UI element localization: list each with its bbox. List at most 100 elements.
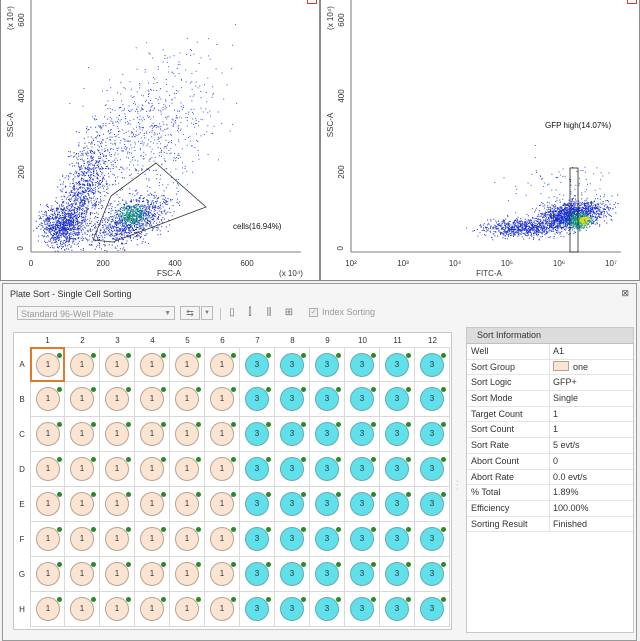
well-F11[interactable]: 3 (380, 522, 415, 557)
well-A8[interactable]: 3 (275, 347, 310, 382)
well-A5[interactable]: 1 (170, 347, 205, 382)
well-E6[interactable]: 1 (205, 487, 240, 522)
well-B5[interactable]: 1 (170, 382, 205, 417)
well-F12[interactable]: 3 (415, 522, 450, 557)
well-H10[interactable]: 3 (345, 592, 380, 627)
fitc-ssc-plot[interactable]: GFP high(14.07%) 10² 10³ 10⁴ 10⁵ 10⁶ 10⁷… (320, 0, 640, 281)
well-G7[interactable]: 3 (240, 557, 275, 592)
well-H9[interactable]: 3 (310, 592, 345, 627)
well-D9[interactable]: 3 (310, 452, 345, 487)
well-D5[interactable]: 1 (170, 452, 205, 487)
well-E12[interactable]: 3 (415, 487, 450, 522)
sort-order-button[interactable]: ⇆ (180, 306, 200, 320)
well-B12[interactable]: 3 (415, 382, 450, 417)
well-D6[interactable]: 1 (205, 452, 240, 487)
well-H8[interactable]: 3 (275, 592, 310, 627)
well-D4[interactable]: 1 (135, 452, 170, 487)
well-D10[interactable]: 3 (345, 452, 380, 487)
well-B11[interactable]: 3 (380, 382, 415, 417)
well-E7[interactable]: 3 (240, 487, 275, 522)
well-C9[interactable]: 3 (310, 417, 345, 452)
well-A1[interactable]: 1 (30, 347, 65, 382)
well-G5[interactable]: 1 (170, 557, 205, 592)
well-A10[interactable]: 3 (345, 347, 380, 382)
well-C7[interactable]: 3 (240, 417, 275, 452)
fsc-ssc-plot[interactable]: cells(16.94%) 0 200 400 600 FSC-A (x 10⁴… (0, 0, 320, 281)
well-C4[interactable]: 1 (135, 417, 170, 452)
well-D11[interactable]: 3 (380, 452, 415, 487)
well-G10[interactable]: 3 (345, 557, 380, 592)
well-A9[interactable]: 3 (310, 347, 345, 382)
well-D1[interactable]: 1 (30, 452, 65, 487)
well-G4[interactable]: 1 (135, 557, 170, 592)
well-A12[interactable]: 3 (415, 347, 450, 382)
well-B4[interactable]: 1 (135, 382, 170, 417)
well-F4[interactable]: 1 (135, 522, 170, 557)
well-G1[interactable]: 1 (30, 557, 65, 592)
well-E8[interactable]: 3 (275, 487, 310, 522)
well-G12[interactable]: 3 (415, 557, 450, 592)
well-H6[interactable]: 1 (205, 592, 240, 627)
well-B1[interactable]: 1 (30, 382, 65, 417)
well-B2[interactable]: 1 (65, 382, 100, 417)
well-C10[interactable]: 3 (345, 417, 380, 452)
well-G2[interactable]: 1 (65, 557, 100, 592)
well-B9[interactable]: 3 (310, 382, 345, 417)
well-F6[interactable]: 1 (205, 522, 240, 557)
well-F8[interactable]: 3 (275, 522, 310, 557)
well-A2[interactable]: 1 (65, 347, 100, 382)
well-G8[interactable]: 3 (275, 557, 310, 592)
plot-close-icon[interactable] (307, 0, 317, 4)
well-H12[interactable]: 3 (415, 592, 450, 627)
well-C3[interactable]: 1 (100, 417, 135, 452)
well-H7[interactable]: 3 (240, 592, 275, 627)
well-H5[interactable]: 1 (170, 592, 205, 627)
well-E11[interactable]: 3 (380, 487, 415, 522)
well-A6[interactable]: 1 (205, 347, 240, 382)
well-E1[interactable]: 1 (30, 487, 65, 522)
well-G3[interactable]: 1 (100, 557, 135, 592)
well-E2[interactable]: 1 (65, 487, 100, 522)
well-F10[interactable]: 3 (345, 522, 380, 557)
well-D8[interactable]: 3 (275, 452, 310, 487)
well-G11[interactable]: 3 (380, 557, 415, 592)
well-A4[interactable]: 1 (135, 347, 170, 382)
well-H11[interactable]: 3 (380, 592, 415, 627)
well-D7[interactable]: 3 (240, 452, 275, 487)
well-G9[interactable]: 3 (310, 557, 345, 592)
rack-icon[interactable]: ⫿ (244, 307, 256, 319)
well-C6[interactable]: 1 (205, 417, 240, 452)
well-B3[interactable]: 1 (100, 382, 135, 417)
well-E10[interactable]: 3 (345, 487, 380, 522)
splitter-handle[interactable]: ··· (456, 480, 459, 492)
well-F7[interactable]: 3 (240, 522, 275, 557)
well-B10[interactable]: 3 (345, 382, 380, 417)
well-C2[interactable]: 1 (65, 417, 100, 452)
columns-icon[interactable]: ⫼ (263, 307, 275, 319)
well-B8[interactable]: 3 (275, 382, 310, 417)
well-E9[interactable]: 3 (310, 487, 345, 522)
well-F3[interactable]: 1 (100, 522, 135, 557)
well-E4[interactable]: 1 (135, 487, 170, 522)
well-E3[interactable]: 1 (100, 487, 135, 522)
well-H4[interactable]: 1 (135, 592, 170, 627)
dialog-close-icon[interactable]: ⊠ (621, 288, 629, 299)
well-C12[interactable]: 3 (415, 417, 450, 452)
well-F2[interactable]: 1 (65, 522, 100, 557)
well-H3[interactable]: 1 (100, 592, 135, 627)
well-C11[interactable]: 3 (380, 417, 415, 452)
sort-order-dropdown-icon[interactable]: ▼ (201, 306, 213, 320)
well-A7[interactable]: 3 (240, 347, 275, 382)
plot-close-icon[interactable] (627, 0, 637, 4)
well-F5[interactable]: 1 (170, 522, 205, 557)
well-F1[interactable]: 1 (30, 522, 65, 557)
well-G6[interactable]: 1 (205, 557, 240, 592)
well-C5[interactable]: 1 (170, 417, 205, 452)
cells-gate[interactable] (93, 163, 206, 242)
well-F9[interactable]: 3 (310, 522, 345, 557)
well-E5[interactable]: 1 (170, 487, 205, 522)
well-A3[interactable]: 1 (100, 347, 135, 382)
grid-settings-icon[interactable]: ⊞ (283, 307, 295, 319)
well-B7[interactable]: 3 (240, 382, 275, 417)
plate-type-select[interactable]: Standard 96-Well Plate ▼ (17, 306, 175, 320)
